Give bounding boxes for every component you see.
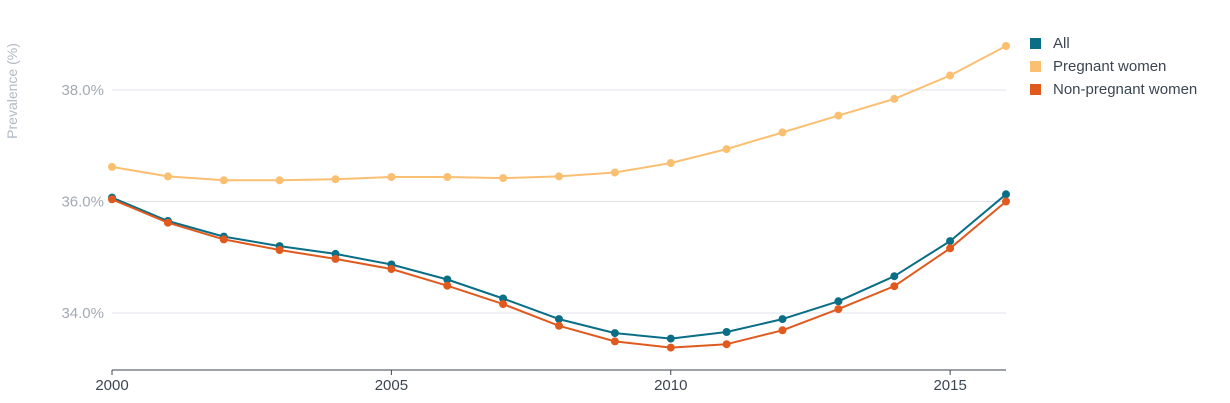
data-point-pregnant-women-2008[interactable]	[555, 172, 563, 181]
y-axis-label: Prevalence (%)	[4, 43, 20, 139]
grid-lines	[112, 89, 1006, 314]
legend-label: Non-pregnant women	[1053, 81, 1198, 98]
data-point-pregnant-women-2000[interactable]	[108, 162, 116, 171]
data-point-pregnant-women-2016[interactable]	[1002, 42, 1010, 50]
data-point-non-pregnant-women-2015[interactable]	[946, 244, 955, 253]
data-point-non-pregnant-women-2007[interactable]	[499, 300, 508, 309]
data-point-pregnant-women-2010[interactable]	[666, 159, 675, 167]
data-point-non-pregnant-women-2014[interactable]	[890, 282, 899, 291]
data-point-pregnant-women-2011[interactable]	[722, 145, 731, 154]
data-point-non-pregnant-women-2008[interactable]	[555, 321, 563, 330]
data-point-pregnant-women-2002[interactable]	[219, 176, 228, 185]
data-point-non-pregnant-women-2002[interactable]	[219, 235, 228, 244]
legend-swatch	[1030, 61, 1041, 72]
data-point-all-2009[interactable]	[610, 329, 619, 338]
data-point-pregnant-women-2013[interactable]	[834, 111, 843, 120]
y-axis-ticks: 34.0% 36.0% 38.0%	[61, 82, 104, 322]
data-point-non-pregnant-women-2003[interactable]	[275, 246, 284, 254]
legend-item-all[interactable]: All	[1030, 32, 1197, 55]
legend-swatch	[1030, 38, 1041, 49]
chart-legend: All Pregnant women Non-pregnant women	[1030, 32, 1197, 101]
data-point-non-pregnant-women-2012[interactable]	[778, 326, 787, 335]
data-point-all-2010[interactable]	[666, 334, 675, 343]
data-point-all-2008[interactable]	[555, 315, 563, 324]
data-point-non-pregnant-women-2009[interactable]	[610, 337, 619, 346]
data-point-non-pregnant-women-2000[interactable]	[108, 195, 116, 204]
data-point-non-pregnant-women-2016[interactable]	[1002, 197, 1010, 206]
x-axis-ticks: 2000 2005 2010 2015	[95, 370, 967, 394]
series-all	[108, 190, 1010, 343]
data-point-non-pregnant-women-2011[interactable]	[722, 340, 731, 349]
series-pregnant-women	[108, 42, 1010, 185]
data-point-all-2011[interactable]	[722, 328, 731, 336]
legend-swatch	[1030, 84, 1041, 95]
x-tick-label: 2010	[654, 377, 687, 394]
data-point-all-2013[interactable]	[834, 297, 843, 306]
series-non-pregnant-women	[108, 195, 1010, 352]
data-point-pregnant-women-2014[interactable]	[890, 94, 899, 103]
data-point-pregnant-women-2007[interactable]	[499, 174, 508, 183]
data-point-all-2006[interactable]	[443, 275, 452, 284]
legend-item-non-pregnant-women[interactable]: Non-pregnant women	[1030, 78, 1197, 101]
legend-item-pregnant-women[interactable]: Pregnant women	[1030, 55, 1197, 78]
x-tick-label: 2000	[95, 377, 128, 394]
x-tick-label: 2005	[375, 377, 408, 394]
y-tick-label: 38.0%	[61, 82, 104, 99]
data-point-non-pregnant-women-2005[interactable]	[387, 265, 396, 273]
data-point-non-pregnant-women-2013[interactable]	[834, 305, 843, 314]
y-tick-label: 36.0%	[61, 194, 104, 211]
data-point-non-pregnant-women-2001[interactable]	[163, 218, 172, 227]
data-point-non-pregnant-women-2006[interactable]	[443, 281, 452, 290]
legend-label: Pregnant women	[1053, 58, 1167, 75]
legend-label: All	[1053, 35, 1070, 52]
data-point-pregnant-women-2009[interactable]	[610, 168, 619, 177]
data-point-pregnant-women-2015[interactable]	[946, 71, 955, 80]
data-point-non-pregnant-women-2010[interactable]	[666, 343, 675, 352]
data-point-all-2014[interactable]	[890, 272, 899, 281]
x-tick-label: 2015	[933, 377, 966, 394]
data-point-pregnant-women-2003[interactable]	[275, 176, 284, 185]
series-layer	[108, 42, 1010, 352]
series-line-pregnant-women	[111, 45, 1007, 182]
data-point-pregnant-women-2005[interactable]	[387, 173, 396, 181]
y-tick-label: 34.0%	[61, 305, 104, 322]
data-point-all-2016[interactable]	[1002, 190, 1010, 199]
data-point-all-2012[interactable]	[778, 315, 787, 324]
data-point-pregnant-women-2006[interactable]	[443, 173, 452, 181]
data-point-pregnant-women-2001[interactable]	[163, 172, 172, 181]
data-point-all-2015[interactable]	[946, 237, 955, 246]
data-point-pregnant-women-2012[interactable]	[778, 128, 787, 137]
data-point-non-pregnant-women-2004[interactable]	[331, 254, 340, 263]
data-point-all-2007[interactable]	[499, 294, 508, 303]
data-point-pregnant-women-2004[interactable]	[331, 175, 340, 184]
